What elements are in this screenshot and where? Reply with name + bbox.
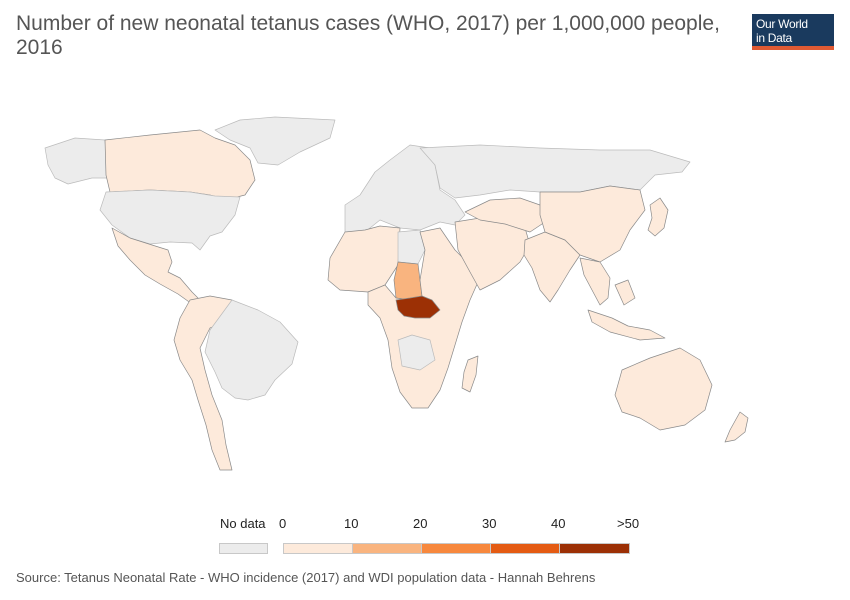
- country-japan[interactable]: [647, 197, 669, 237]
- country-europe[interactable]: [344, 144, 466, 236]
- country-new-zealand[interactable]: [724, 411, 749, 443]
- legend-bin-10-20[interactable]: [352, 543, 422, 554]
- country-north-africa[interactable]: [327, 225, 401, 293]
- legend-bin-20-30[interactable]: [421, 543, 491, 554]
- country-greenland[interactable]: [214, 116, 336, 166]
- logo-accent-bar: [752, 46, 834, 50]
- legend-bin-0-10[interactable]: [283, 543, 353, 554]
- legend-tick-0: 0: [279, 516, 287, 531]
- legend-tick-10: 10: [344, 516, 359, 531]
- country-central-african-republic[interactable]: [395, 295, 441, 319]
- legend-bin-30-40[interactable]: [490, 543, 560, 554]
- logo-line-1: Our World: [756, 17, 808, 31]
- legend-tick-20: 20: [413, 516, 428, 531]
- legend-bin-40-50[interactable]: [559, 543, 630, 554]
- country-chad[interactable]: [393, 261, 423, 301]
- legend-no-data-swatch[interactable]: [219, 543, 268, 554]
- legend-tick-50-plus: >50: [617, 516, 640, 531]
- owid-logo[interactable]: Our World in Data: [752, 14, 834, 50]
- logo-line-2: in Data: [756, 31, 792, 45]
- country-usa[interactable]: [99, 189, 241, 251]
- country-russia[interactable]: [419, 144, 691, 199]
- country-brazil[interactable]: [204, 299, 299, 401]
- country-southeast-asia[interactable]: [579, 257, 666, 341]
- source-note: Source: Tetanus Neonatal Rate - WHO inci…: [16, 570, 596, 585]
- legend-tick-40: 40: [551, 516, 566, 531]
- country-mexico-central-america[interactable]: [111, 227, 201, 305]
- country-congo-drc[interactable]: [397, 334, 436, 371]
- country-libya[interactable]: [397, 229, 426, 265]
- chart-title: Number of new neonatal tetanus cases (WH…: [16, 12, 720, 59]
- legend-tick-30: 30: [482, 516, 497, 531]
- country-australia[interactable]: [614, 347, 713, 431]
- country-madagascar[interactable]: [461, 355, 479, 393]
- legend-no-data-label: No data: [220, 516, 266, 531]
- country-china[interactable]: [539, 185, 646, 263]
- country-alaska[interactable]: [44, 137, 109, 185]
